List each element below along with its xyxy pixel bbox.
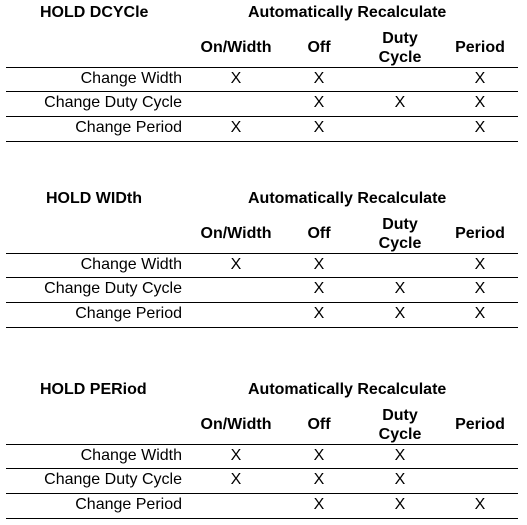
recalc-mark: X bbox=[313, 94, 325, 111]
row-label: Change Duty Cycle bbox=[44, 280, 182, 297]
row-label: Change Duty Cycle bbox=[44, 471, 182, 488]
row-divider bbox=[6, 302, 518, 303]
row-label: Change Width bbox=[80, 70, 182, 87]
column-header: Duty Cycle bbox=[378, 216, 422, 252]
recalc-mark: X bbox=[394, 496, 406, 513]
column-header: Off bbox=[307, 39, 331, 56]
column-header: Duty Cycle bbox=[378, 407, 422, 443]
row-label: Change Period bbox=[75, 119, 182, 136]
row-divider bbox=[6, 468, 518, 469]
recalc-mark: X bbox=[313, 119, 325, 136]
table-block: HOLD DCYCle Automatically Recalculate On/W… bbox=[0, 4, 527, 144]
recalc-mark: X bbox=[313, 305, 325, 322]
row-divider bbox=[6, 518, 518, 519]
recalc-mark: X bbox=[394, 94, 406, 111]
row-label: Change Duty Cycle bbox=[44, 94, 182, 111]
row-label: Change Width bbox=[80, 256, 182, 273]
row-label: Change Width bbox=[80, 447, 182, 464]
row-label: Change Period bbox=[75, 496, 182, 513]
recalc-mark: X bbox=[230, 447, 242, 464]
column-header: On/Width bbox=[200, 39, 272, 56]
column-header: Duty Cycle bbox=[378, 30, 422, 66]
recalc-mark: X bbox=[394, 280, 406, 297]
column-header: Off bbox=[307, 416, 331, 433]
column-header: On/Width bbox=[200, 225, 272, 242]
table-title: HOLD PERiod bbox=[40, 381, 147, 398]
column-header: Period bbox=[455, 225, 505, 242]
recalc-mark: X bbox=[474, 70, 486, 87]
table-title: HOLD WIDth bbox=[46, 190, 142, 207]
recalc-mark: X bbox=[474, 256, 486, 273]
column-header: On/Width bbox=[200, 416, 272, 433]
recalculate-heading: Automatically Recalculate bbox=[248, 190, 447, 207]
recalc-mark: X bbox=[313, 280, 325, 297]
recalc-mark: X bbox=[230, 256, 242, 273]
row-divider bbox=[6, 116, 518, 117]
row-divider bbox=[6, 91, 518, 92]
recalc-mark: X bbox=[474, 305, 486, 322]
recalc-mark: X bbox=[394, 471, 406, 488]
row-divider bbox=[6, 67, 518, 68]
table-title: HOLD DCYCle bbox=[40, 4, 149, 21]
row-divider bbox=[6, 493, 518, 494]
recalc-mark: X bbox=[394, 447, 406, 464]
row-divider bbox=[6, 253, 518, 254]
recalc-mark: X bbox=[474, 119, 486, 136]
column-header: Period bbox=[455, 416, 505, 433]
column-header: Off bbox=[307, 225, 331, 242]
recalc-mark: X bbox=[474, 280, 486, 297]
recalc-mark: X bbox=[313, 256, 325, 273]
recalc-mark: X bbox=[230, 119, 242, 136]
row-divider bbox=[6, 327, 518, 328]
recalc-mark: X bbox=[474, 496, 486, 513]
row-divider bbox=[6, 277, 518, 278]
recalc-mark: X bbox=[313, 447, 325, 464]
recalc-mark: X bbox=[313, 496, 325, 513]
row-divider bbox=[6, 141, 518, 142]
recalc-mark: X bbox=[230, 70, 242, 87]
recalc-mark: X bbox=[394, 305, 406, 322]
recalc-mark: X bbox=[474, 94, 486, 111]
table-block: HOLD WIDth Automatically Recalculate On/Wi… bbox=[0, 190, 527, 330]
recalc-mark: X bbox=[313, 70, 325, 87]
recalc-mark: X bbox=[313, 471, 325, 488]
recalculate-heading: Automatically Recalculate bbox=[248, 381, 447, 398]
column-header: Period bbox=[455, 39, 505, 56]
table-block: HOLD PERiod Automatically Recalculate On/W… bbox=[0, 381, 527, 521]
row-label: Change Period bbox=[75, 305, 182, 322]
recalculate-heading: Automatically Recalculate bbox=[248, 4, 447, 21]
recalc-mark: X bbox=[230, 471, 242, 488]
row-divider bbox=[6, 444, 518, 445]
